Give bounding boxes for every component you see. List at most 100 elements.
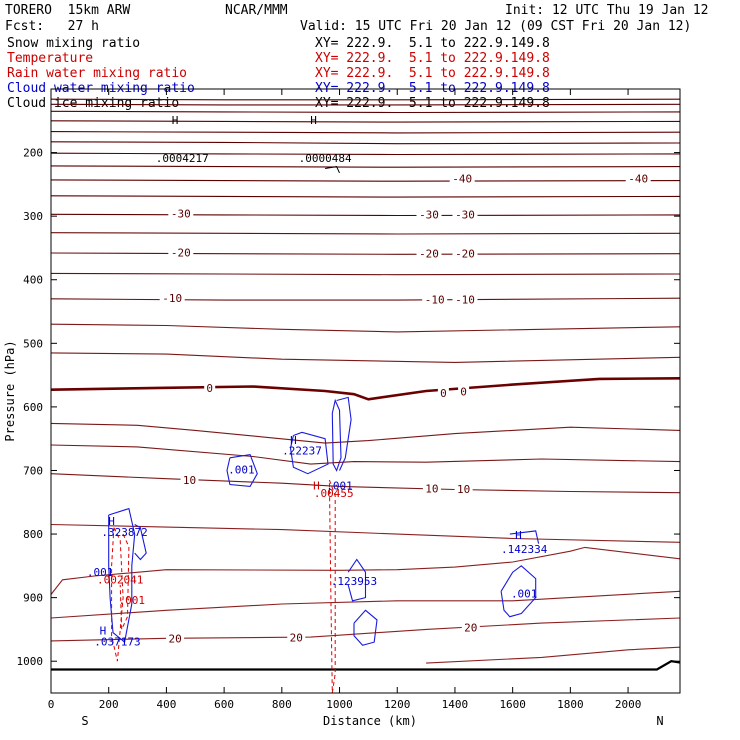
max-label-6: .001 xyxy=(228,464,255,477)
cloud-water-contour-2 xyxy=(331,398,342,472)
y-axis-label: Pressure (hPa) xyxy=(3,340,17,441)
south-end-label: S xyxy=(81,714,88,728)
terrain-layer xyxy=(51,660,681,671)
isotherm-18 xyxy=(50,422,681,444)
isotherm-label-11: 0 xyxy=(206,382,213,395)
isotherm-7 xyxy=(50,165,681,168)
field-xy-temperature: XY= 222.9. 5.1 to 222.9.149.8 xyxy=(315,51,550,66)
isotherm-label-bg-19 xyxy=(461,621,480,634)
x-tick-label-3: 600 xyxy=(214,698,234,711)
field-xy-snow: XY= 222.9. 5.1 to 222.9.149.8 xyxy=(315,36,550,51)
isotherm-5 xyxy=(50,141,681,145)
field-name-snow: Snow mixing ratio xyxy=(7,36,141,51)
rain-contour-1 xyxy=(119,533,130,630)
x-tick-label-7: 1400 xyxy=(442,698,469,711)
max-label-1: .0004217 xyxy=(156,152,209,165)
isotherm-label-bg-5 xyxy=(168,246,194,259)
isotherm-label-bg-14 xyxy=(180,474,199,486)
isotherm-10 xyxy=(50,213,681,217)
max-label-15: H xyxy=(100,625,107,638)
x-axis-label: Distance (km) xyxy=(323,714,417,728)
isotherm-label-5: -20 xyxy=(171,246,191,259)
x-tick-label-10: 2000 xyxy=(615,698,642,711)
isotherm-label-10: -10 xyxy=(455,293,475,306)
cloud-water-contour-3 xyxy=(336,396,352,471)
isotherm-label-bg-9 xyxy=(422,293,448,306)
isotherm-label-1: -40 xyxy=(452,173,472,186)
y-tick-label-7: 900 xyxy=(23,592,43,605)
cloud-water-contour-0 xyxy=(226,453,258,487)
isotherm-label-13: 0 xyxy=(460,386,467,399)
max-label-5: .22237 xyxy=(282,445,322,458)
isotherm-17 xyxy=(50,377,681,401)
max-label-14: .001 xyxy=(119,594,146,607)
y-tick-label-6: 800 xyxy=(23,528,43,541)
y-tick-label-8: 1000 xyxy=(17,655,44,668)
isotherm-label-bg-10 xyxy=(452,293,478,306)
isotherm-label-19: 20 xyxy=(464,622,477,635)
field-name-rain: Rain water mixing ratio xyxy=(7,66,188,81)
isotherm-label-bg-17 xyxy=(166,632,185,645)
isotherm-13 xyxy=(50,272,681,276)
x-tick-label-6: 1200 xyxy=(384,698,411,711)
max-label-16: .037173 xyxy=(94,635,140,648)
cloud-water-contour-5 xyxy=(134,524,147,561)
cloud-water-contour-6 xyxy=(347,558,367,602)
x-tick-label-2: 400 xyxy=(156,698,176,711)
isotherm-label-4: -30 xyxy=(455,208,475,221)
terrain-line xyxy=(51,660,681,671)
max-label-19: .142334 xyxy=(501,543,548,556)
isotherm-11 xyxy=(50,232,681,235)
max-label-20: .001 xyxy=(511,588,538,601)
model-title: TORERO 15km ARW xyxy=(5,3,131,18)
max-label-3: .0000484 xyxy=(299,152,352,165)
isotherm-label-bg-15 xyxy=(422,482,441,495)
isotherm-label-3: -30 xyxy=(419,208,439,221)
isotherm-15 xyxy=(50,323,681,333)
isotherm-label-12: 0 xyxy=(440,387,447,400)
y-tick-label-5: 700 xyxy=(23,465,43,478)
isotherm-22 xyxy=(50,546,681,595)
isotherm-4 xyxy=(50,131,681,134)
isotherm-9 xyxy=(50,195,681,198)
isotherm-label-0: -40 xyxy=(628,173,648,186)
isotherm-label-15: 10 xyxy=(425,482,438,495)
isotherm-label-bg-3 xyxy=(416,208,442,221)
isotherm-label-bg-18 xyxy=(287,631,306,644)
field-name-temperature: Temperature xyxy=(7,51,94,66)
isotherm-24 xyxy=(50,617,681,642)
max-label-11: .323872 xyxy=(101,526,147,539)
isotherm-label-layer: -40-40-30 -30 -30-20 -20 -20-10 -10 -100 0 01010… xyxy=(159,172,651,645)
max-label-2: H xyxy=(310,114,317,127)
max-label-9: .001 xyxy=(326,480,353,493)
max-label-17: .123953 xyxy=(331,575,377,588)
isotherm-19 xyxy=(50,444,681,465)
max-label-7: H xyxy=(313,480,320,493)
x-tick-label-5: 1000 xyxy=(326,698,353,711)
isotherm-label-bg-11 xyxy=(204,381,216,394)
isotherm-1 xyxy=(50,103,681,106)
max-label-10: H xyxy=(108,515,115,528)
isotherm-label-bg-7 xyxy=(452,247,478,260)
isotherm-label-17: 20 xyxy=(168,632,181,645)
isotherm-21 xyxy=(50,523,681,543)
y-tick-label-3: 500 xyxy=(23,337,43,350)
rain-water-layer xyxy=(111,479,336,694)
cloud-ice-contour-0 xyxy=(325,166,340,174)
isotherm-label-bg-13 xyxy=(458,385,470,398)
isotherm-0 xyxy=(50,98,681,101)
isotherm-23 xyxy=(50,590,681,619)
isotherm-2 xyxy=(50,110,681,114)
x-tick-label-8: 1600 xyxy=(499,698,526,711)
isotherm-label-bg-12 xyxy=(437,386,449,399)
cloud-water-contour-1 xyxy=(289,431,329,475)
isotherm-16 xyxy=(50,352,681,363)
isotherm-label-18: 20 xyxy=(290,632,303,645)
isotherm-label-2: -30 xyxy=(171,208,191,221)
x-tick-label-4: 800 xyxy=(272,698,292,711)
isotherm-label-7: -20 xyxy=(455,248,475,261)
max-label-layer: H.0004217H.0000484H.22237.001H.00455.001… xyxy=(87,114,548,648)
max-label-0: H xyxy=(172,114,179,127)
x-tick-label-9: 1800 xyxy=(557,698,584,711)
